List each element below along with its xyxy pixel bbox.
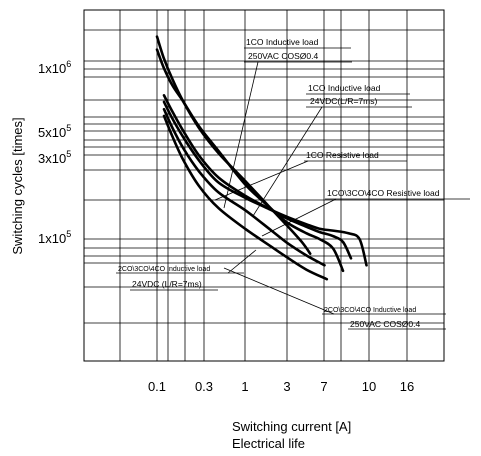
annotation-leader [261,198,337,237]
x-tick-label: 7 [320,379,327,394]
series-curve-4 [162,100,368,267]
annotation-label: 24VDC (L/R=7ms) [132,279,202,289]
grid [84,10,444,361]
annotation-label: 1CO Inductive load [308,83,381,93]
series-curve-5 [162,107,326,267]
plot-frame [83,9,445,362]
x-tick-label: 0.3 [195,379,213,394]
x-tick-label: 16 [400,379,414,394]
x-tick-labels: 0.1 0.3 1 3 7 10 16 [148,379,414,394]
annotation-label: 2CO\3CO\4CO Inductive load [118,266,210,273]
annotation-label: 1CO\3CO\4CO Resistive load [327,188,440,198]
y-axis-title: Switching cycles [times] [10,117,25,254]
y-tick-labels: 1x106 5x105 3x105 1x105 [38,59,71,246]
x-tick-label: 0.1 [148,379,166,394]
chart-caption: Electrical life [232,436,305,451]
x-tick-label: 3 [283,379,290,394]
annotation-label: 250VAC COSØ0.4 [248,51,319,61]
x-tick-label: 1 [241,379,248,394]
series-curve-2 [155,48,345,273]
annotation-leader [252,106,323,217]
x-axis-title: Switching current [A] [232,419,351,434]
y-tick-label: 1x106 [38,59,71,76]
series-curves [155,35,368,281]
annotation-label: 2CO\3CO\4CO Inductive load [324,307,416,314]
y-tick-label: 3x105 [38,149,71,166]
x-tick-label: 10 [362,379,376,394]
series-curve-1 [155,35,312,255]
annotations: 1CO Inductive load 250VAC COSØ0.4 1CO Indu… [116,37,470,330]
series-curve-6 [162,114,329,281]
annotation-leader [223,61,259,209]
annotation-label: 1CO Resistive load [306,150,379,160]
y-tick-label: 5x105 [38,123,71,140]
annotation-label: 24VDC(L/R=7ms) [310,96,377,106]
y-tick-label: 1x105 [38,229,71,246]
annotation-label: 250VAC COSØ0.4 [350,319,421,329]
annotation-leader [214,160,309,201]
annotation-leader [227,249,257,274]
annotation-leader [223,267,335,315]
annotation-label: 1CO Inductive load [246,37,319,47]
